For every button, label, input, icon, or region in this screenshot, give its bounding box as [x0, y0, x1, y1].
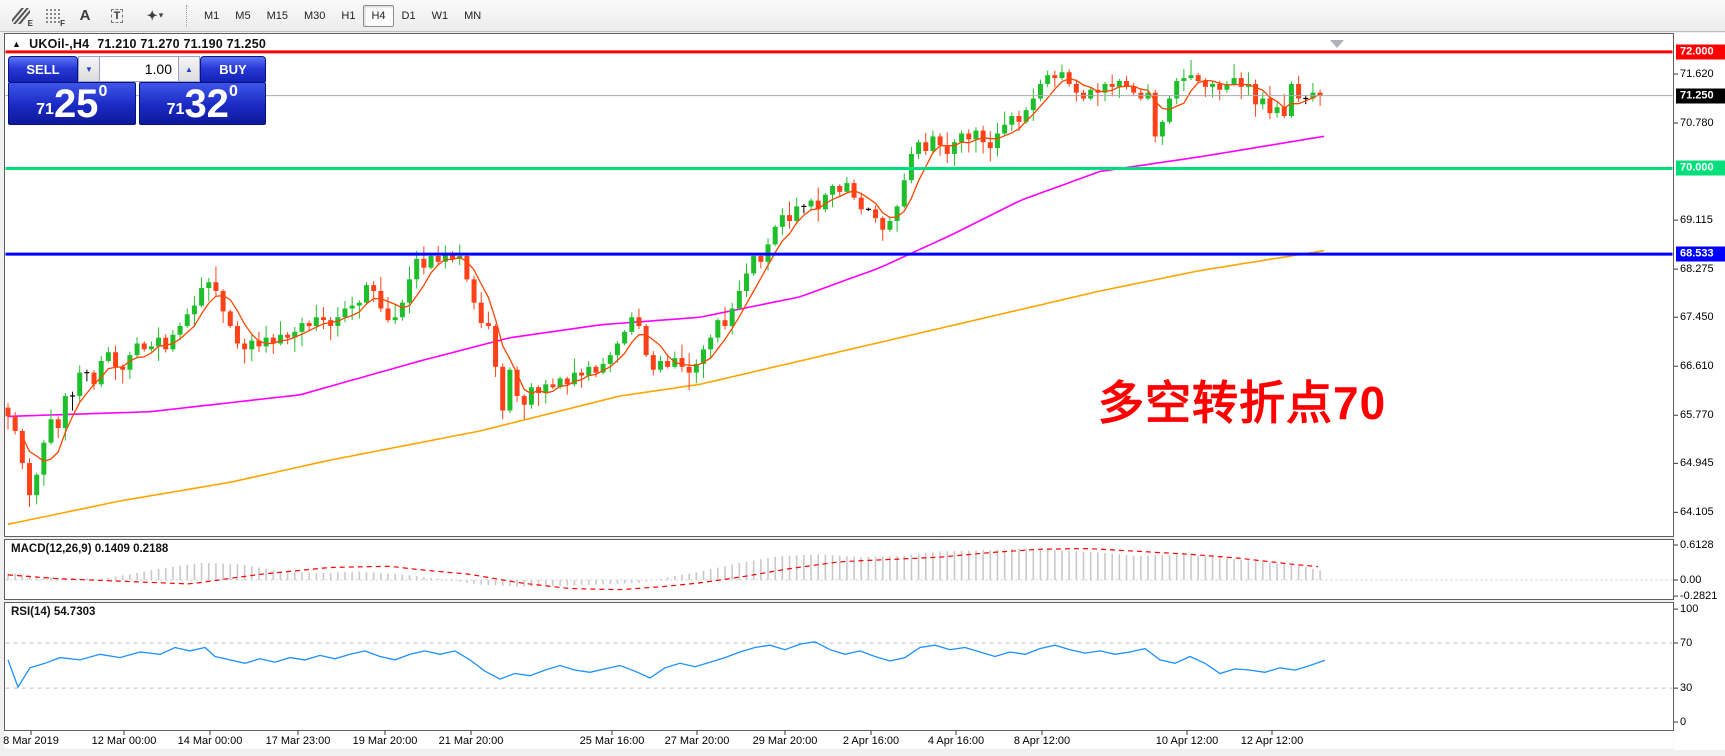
sell-price-sup: 0: [98, 83, 108, 100]
rsi-axis-label: 30: [1680, 682, 1693, 695]
rsi-indicator-label: RSI(14) 54.7303: [11, 606, 96, 618]
timeframe-button-h1[interactable]: H1: [333, 5, 363, 27]
time-axis-label: 25 Mar 16:00: [579, 735, 645, 747]
timeframe-button-m5[interactable]: M5: [227, 5, 258, 27]
macd-axis-label: 0.6128: [1680, 539, 1714, 551]
chart-title: ▲ UKOil-,H4 71.210 71.270 71.190 71.250: [12, 37, 266, 51]
buy-price-prefix: 71: [166, 101, 185, 118]
trade-panel-top-row: SELL ▼ 1.00 ▲ BUY: [8, 56, 266, 82]
text-glyph: A: [79, 7, 91, 24]
timeframe-button-m1[interactable]: M1: [196, 5, 227, 27]
time-axis-label: 12 Apr 12:00: [1240, 735, 1304, 747]
sell-button[interactable]: SELL: [8, 56, 78, 82]
chevron-down-icon: ▾: [158, 10, 164, 20]
timeframe-button-h4[interactable]: H4: [363, 4, 394, 27]
buy-price-sup: 0: [228, 83, 238, 100]
volume-decrease-button[interactable]: ▼: [78, 56, 100, 82]
sell-price-display[interactable]: 71 25 0: [8, 82, 136, 125]
price-axis-label: 69.115: [1680, 214, 1713, 227]
time-axis-label: 14 Mar 00:00: [177, 735, 243, 747]
price-axis-label: 65.770: [1680, 409, 1714, 422]
timeframe-buttons: M1 M5 M15 M30 H1 H4 D1 W1 MN: [196, 4, 489, 27]
rsi-axis-label: 100: [1680, 603, 1699, 616]
fibo-grid-glyph: [44, 8, 62, 23]
symbol-period-label: UKOil-,H4: [29, 37, 90, 51]
timeframe-button-m30[interactable]: M30: [296, 5, 333, 27]
one-click-trading-panel: SELL ▼ 1.00 ▲ BUY 71 25 0 71 32 0: [8, 56, 266, 125]
time-axis-label: 27 Mar 20:00: [664, 735, 730, 747]
price-axis-label: 68.275: [1680, 263, 1714, 276]
time-axis-label: 8 Mar 2019: [3, 735, 59, 747]
time-axis-label: 17 Mar 23:00: [265, 735, 331, 747]
price-axis-label: 70.780: [1680, 116, 1714, 129]
price-axis-label: 67.450: [1680, 311, 1714, 324]
macd-histogram: [7, 548, 1321, 587]
time-axis-label: 2 Apr 16:00: [842, 735, 900, 747]
ma-mid-magenta-line: [7, 135, 1325, 418]
chart-annotation-text: 多空转折点70: [1098, 377, 1387, 429]
ma-fast-red-line: [21, 78, 1321, 463]
buy-price-big: 32: [184, 81, 229, 126]
time-axis-label: 29 Mar 20:00: [752, 735, 818, 747]
text-label-icon[interactable]: T: [102, 2, 132, 30]
price-level-badge: 72.000: [1676, 44, 1725, 60]
text-label-glyph: T: [110, 8, 124, 23]
time-axis-label: 10 Apr 12:00: [1155, 735, 1219, 747]
triangle-up-icon: ▲: [12, 39, 22, 49]
macd-signal-line: [7, 547, 1319, 591]
macd-axis-label: 0.00: [1680, 574, 1702, 586]
volume-input[interactable]: 1.00: [100, 56, 178, 82]
rsi-line: [7, 641, 1326, 689]
timeframe-button-w1[interactable]: W1: [424, 5, 457, 27]
time-axis-label: 8 Apr 12:00: [1013, 735, 1071, 747]
ma-slow-orange-line: [7, 249, 1325, 526]
current-price-badge: 71.250: [1676, 88, 1725, 104]
price-axis-label: 71.620: [1680, 68, 1714, 80]
chart-shift-marker-icon[interactable]: [1330, 40, 1344, 48]
fibonacci-retracement-icon[interactable]: F: [38, 2, 68, 30]
arrows-glyph: ✦: [146, 7, 158, 23]
timeframe-button-d1[interactable]: D1: [394, 5, 424, 27]
price-axis-label: 66.610: [1680, 360, 1714, 373]
price-level-badge: 70.000: [1676, 160, 1725, 176]
candles-group: [5, 60, 1323, 507]
buy-price-display[interactable]: 71 32 0: [138, 81, 266, 126]
time-axis-label: 19 Mar 20:00: [352, 735, 418, 747]
rsi-axis-label: 70: [1680, 636, 1693, 649]
arrows-tool-icon[interactable]: ✦ ▾: [134, 2, 176, 30]
top-toolbar: E F A T ✦ ▾ M1 M5 M15 M30 H1 H4 D1 W1 MN: [0, 0, 1725, 32]
trade-panel-price-row: 71 25 0 71 32 0: [8, 82, 266, 125]
timeframe-button-m15[interactable]: M15: [259, 5, 296, 27]
price-level-badge: 68.533: [1676, 246, 1725, 262]
time-axis-label: 21 Mar 20:00: [438, 735, 504, 747]
time-axis-label: 4 Apr 16:00: [927, 735, 985, 747]
ohlc-values: 71.210 71.270 71.190 71.250: [97, 37, 266, 51]
price-axis-label: 64.105: [1680, 506, 1714, 519]
buy-button[interactable]: BUY: [200, 56, 266, 82]
price-axis-label: 64.945: [1680, 457, 1714, 470]
equidistant-channel-icon[interactable]: E: [6, 2, 36, 30]
volume-increase-button[interactable]: ▲: [178, 56, 200, 82]
time-axis-label: 12 Mar 00:00: [91, 735, 157, 747]
tool-sub-letter: F: [60, 18, 65, 28]
sell-price-prefix: 71: [36, 101, 54, 118]
toolbar-separator: [186, 4, 188, 27]
text-icon[interactable]: A: [70, 2, 100, 30]
macd-indicator-label: MACD(12,26,9) 0.1409 0.2188: [11, 543, 169, 555]
sell-price-big: 25: [53, 81, 99, 126]
timeframe-button-mn[interactable]: MN: [456, 5, 489, 27]
rsi-axis-label: 0: [1680, 716, 1687, 728]
macd-axis-label: -0.2821: [1680, 590, 1718, 603]
tool-sub-letter: E: [27, 18, 33, 28]
